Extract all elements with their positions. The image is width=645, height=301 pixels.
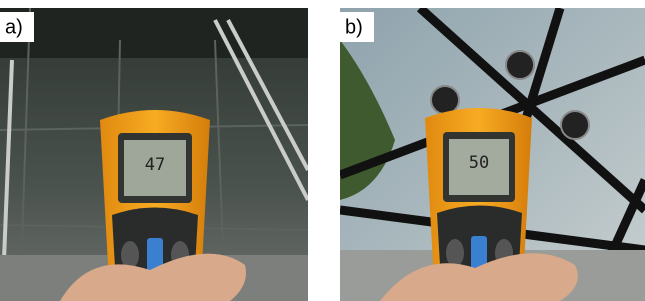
panel-label: b) [345, 16, 363, 38]
panel-label: a) [5, 16, 23, 38]
photo-b: 50 [340, 8, 645, 301]
display-reading: 47 [145, 155, 165, 175]
display-reading: 50 [469, 153, 489, 173]
page: 47 a) 50 b) (() => { const data = JSON.p… [0, 0, 645, 301]
figure: 47 a) 50 b) [0, 0, 645, 301]
photo-a: 47 [0, 8, 308, 301]
